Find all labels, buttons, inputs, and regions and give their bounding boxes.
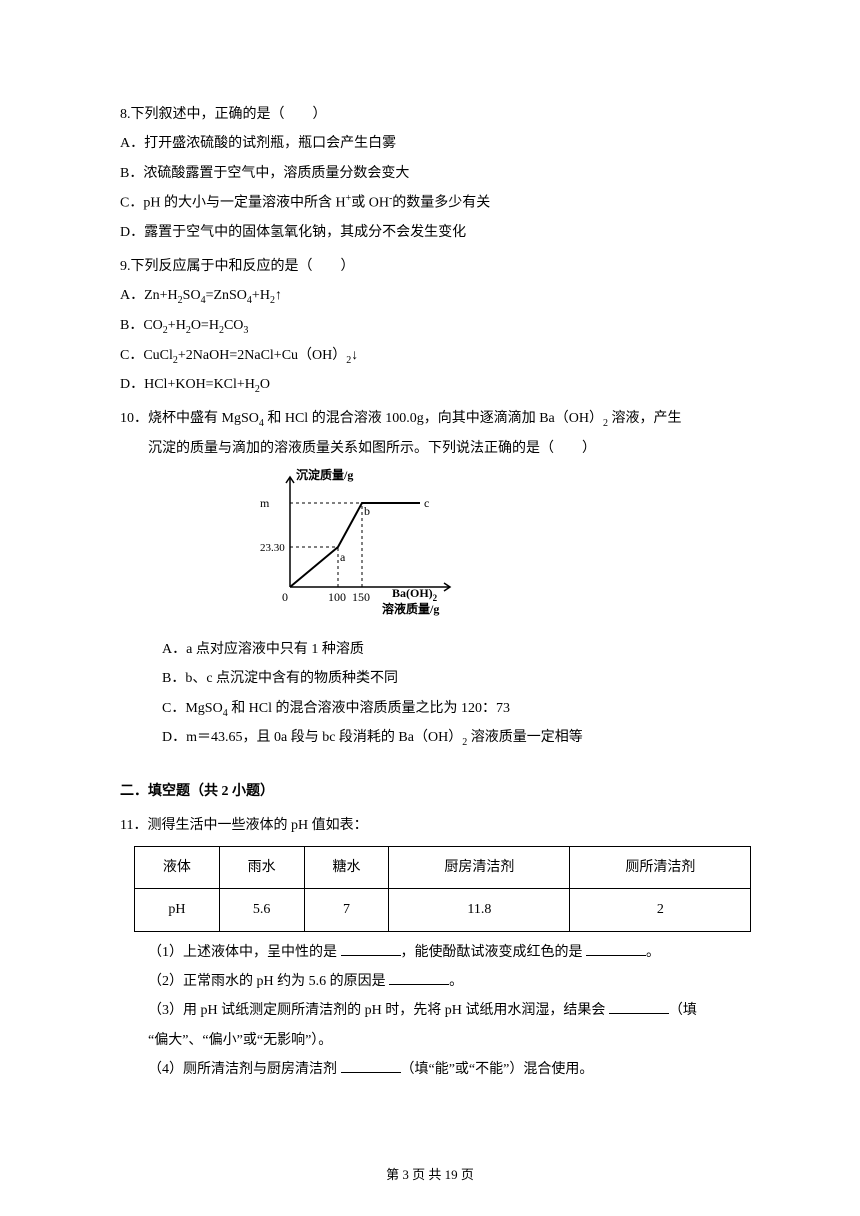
q9-option-b: B．CO2+H2O=H2CO3 <box>120 311 750 341</box>
page-footer: 第 3 页 共 19 页 <box>0 1161 860 1188</box>
q11p4-t1: （4）厕所清洁剂与厨房清洁剂 <box>148 1062 341 1077</box>
q11p3-t1: （3）用 pH 试纸测定厕所清洁剂的 pH 时，先将 pH 试纸用水润湿，结果会 <box>148 1003 609 1018</box>
q11-part-1: （1）上述液体中，呈中性的是 ，能使酚酞试液变成红色的是 。 <box>120 938 750 967</box>
blank-3 <box>389 971 449 985</box>
q8-option-d: D．露置于空气中的固体氢氧化钠，其成分不会发生变化 <box>120 218 750 247</box>
q9-option-a: A．Zn+H2SO4=ZnSO4+H2↑ <box>120 281 750 311</box>
svg-text:c: c <box>424 496 429 510</box>
q11p1-t3: 。 <box>646 945 660 960</box>
q8c-text-2: 或 OH <box>351 196 389 211</box>
ph-table: 液体 雨水 糖水 厨房清洁剂 厕所清洁剂 pH 5.6 7 11.8 2 <box>134 846 751 932</box>
svg-text:23.30: 23.30 <box>260 542 285 554</box>
q9d-t1: D．HCl+KOH=KCl+H <box>120 377 255 392</box>
q10-s1: 10．烧杯中盛有 MgSO <box>120 411 259 426</box>
svg-text:溶液质量/g: 溶液质量/g <box>382 601 439 616</box>
svg-text:a: a <box>340 550 346 564</box>
th-kitchen: 厨房清洁剂 <box>389 846 570 888</box>
svg-text:Ba(OH)2: Ba(OH)2 <box>392 586 438 603</box>
td-sugar-val: 7 <box>304 889 389 931</box>
q10d-t1: D．m＝43.65，且 0a 段与 bc 段消耗的 Ba（OH） <box>162 730 462 745</box>
q11-part-2: （2）正常雨水的 pH 约为 5.6 的原因是 。 <box>120 967 750 996</box>
q11p2-t1: （2）正常雨水的 pH 约为 5.6 的原因是 <box>148 974 389 989</box>
q11-stem: 11．测得生活中一些液体的 pH 值如表： <box>120 811 750 840</box>
q9a-t5: ↑ <box>275 288 282 303</box>
q9-option-d: D．HCl+KOH=KCl+H2O <box>120 370 750 400</box>
q10-option-d: D．m＝43.65，且 0a 段与 bc 段消耗的 Ba（OH）2 溶液质量一定… <box>120 723 750 753</box>
q9a-t1: A．Zn+H <box>120 288 178 303</box>
q9b-t3: O=H <box>191 318 219 333</box>
q9b-t1: B．CO <box>120 318 163 333</box>
q8c-text-3: 的数量多少有关 <box>392 196 490 211</box>
th-rain: 雨水 <box>219 846 304 888</box>
q9a-t2: SO <box>183 288 201 303</box>
q11p4-t2: （填“能”或“不能”）混合使用。 <box>401 1062 594 1077</box>
question-10: 10．烧杯中盛有 MgSO4 和 HCl 的混合溶液 100.0g，向其中逐滴滴… <box>120 404 750 753</box>
svg-text:100: 100 <box>328 590 346 604</box>
q10-stem-l1: 10．烧杯中盛有 MgSO4 和 HCl 的混合溶液 100.0g，向其中逐滴滴… <box>120 404 750 434</box>
q11p1-t1: （1）上述液体中，呈中性的是 <box>148 945 341 960</box>
q8c-text-1: C．pH 的大小与一定量溶液中所含 H <box>120 196 346 211</box>
svg-text:0: 0 <box>282 590 288 604</box>
q8-stem: 8.下列叙述中，正确的是（ ） <box>120 100 750 129</box>
q9c-t2: +2NaOH=2NaCl+Cu（OH） <box>178 348 346 363</box>
q10c-t1: C．MgSO <box>162 701 223 716</box>
th-toilet: 厕所清洁剂 <box>570 846 751 888</box>
q10-s2: 和 HCl 的混合溶液 100.0g，向其中逐滴滴加 Ba（OH） <box>264 411 603 426</box>
q10-option-b: B．b、c 点沉淀中含有的物质种类不同 <box>120 664 750 693</box>
table-header-row: 液体 雨水 糖水 厨房清洁剂 厕所清洁剂 <box>135 846 751 888</box>
svg-text:沉淀质量/g: 沉淀质量/g <box>296 467 353 482</box>
th-liquid: 液体 <box>135 846 220 888</box>
q10-option-a: A．a 点对应溶液中只有 1 种溶质 <box>120 635 750 664</box>
precipitate-chart: 沉淀质量/g m 23.30 0 100 150 a b c Ba(OH)2溶液质量/g <box>260 467 470 617</box>
td-kitchen-val: 11.8 <box>389 889 570 931</box>
q9d-t2: O <box>260 377 270 392</box>
blank-1 <box>341 942 401 956</box>
td-rain-val: 5.6 <box>219 889 304 931</box>
q9a-t4: +H <box>252 288 270 303</box>
q8-option-b: B．浓硫酸露置于空气中，溶质质量分数会变大 <box>120 159 750 188</box>
q10-option-c: C．MgSO4 和 HCl 的混合溶液中溶质质量之比为 120：73 <box>120 694 750 724</box>
svg-text:150: 150 <box>352 590 370 604</box>
chart-container: 沉淀质量/g m 23.30 0 100 150 a b c Ba(OH)2溶液质量/g <box>120 467 750 628</box>
q10d-t2: 溶液质量一定相等 <box>467 730 583 745</box>
q8-option-c: C．pH 的大小与一定量溶液中所含 H+或 OH-的数量多少有关 <box>120 188 750 218</box>
td-toilet-val: 2 <box>570 889 751 931</box>
q9-option-c: C．CuCl2+2NaOH=2NaCl+Cu（OH）2↓ <box>120 341 750 371</box>
q11p1-t2: ，能使酚酞试液变成红色的是 <box>401 945 587 960</box>
blank-5 <box>341 1059 401 1073</box>
q9b-t2: +H <box>168 318 186 333</box>
q10-stem-l2: 沉淀的质量与滴加的溶液质量关系如图所示。下列说法正确的是（ ） <box>120 434 750 463</box>
q11p2-t2: 。 <box>449 974 463 989</box>
th-sugar: 糖水 <box>304 846 389 888</box>
table-data-row: pH 5.6 7 11.8 2 <box>135 889 751 931</box>
q11p3-t2: （填 <box>669 1003 697 1018</box>
sub-3: 3 <box>243 325 248 336</box>
td-ph-label: pH <box>135 889 220 931</box>
section-2-title: 二．填空题（共 2 小题） <box>120 777 750 806</box>
svg-text:b: b <box>364 504 370 518</box>
question-8: 8.下列叙述中，正确的是（ ） A．打开盛浓硫酸的试剂瓶，瓶口会产生白雾 B．浓… <box>120 100 750 248</box>
q9c-t3: ↓ <box>351 348 358 363</box>
q8-option-a: A．打开盛浓硫酸的试剂瓶，瓶口会产生白雾 <box>120 129 750 158</box>
question-11: 11．测得生活中一些液体的 pH 值如表： 液体 雨水 糖水 厨房清洁剂 厕所清… <box>120 811 750 1085</box>
svg-text:m: m <box>260 496 270 510</box>
blank-2 <box>586 942 646 956</box>
question-9: 9.下列反应属于中和反应的是（ ） A．Zn+H2SO4=ZnSO4+H2↑ B… <box>120 252 750 401</box>
blank-4 <box>609 1000 669 1014</box>
q11-part-4: （4）厕所清洁剂与厨房清洁剂 （填“能”或“不能”）混合使用。 <box>120 1055 750 1084</box>
q10c-t2: 和 HCl 的混合溶液中溶质质量之比为 120：73 <box>228 701 510 716</box>
q9b-t4: CO <box>224 318 243 333</box>
q11-part-3-l2: “偏大”、“偏小”或“无影响”）。 <box>120 1026 750 1055</box>
q9-stem: 9.下列反应属于中和反应的是（ ） <box>120 252 750 281</box>
q9c-t1: C．CuCl <box>120 348 173 363</box>
q10-s3: 溶液，产生 <box>608 411 682 426</box>
q11-part-3: （3）用 pH 试纸测定厕所清洁剂的 pH 时，先将 pH 试纸用水润湿，结果会… <box>120 996 750 1025</box>
q9a-t3: =ZnSO <box>206 288 247 303</box>
